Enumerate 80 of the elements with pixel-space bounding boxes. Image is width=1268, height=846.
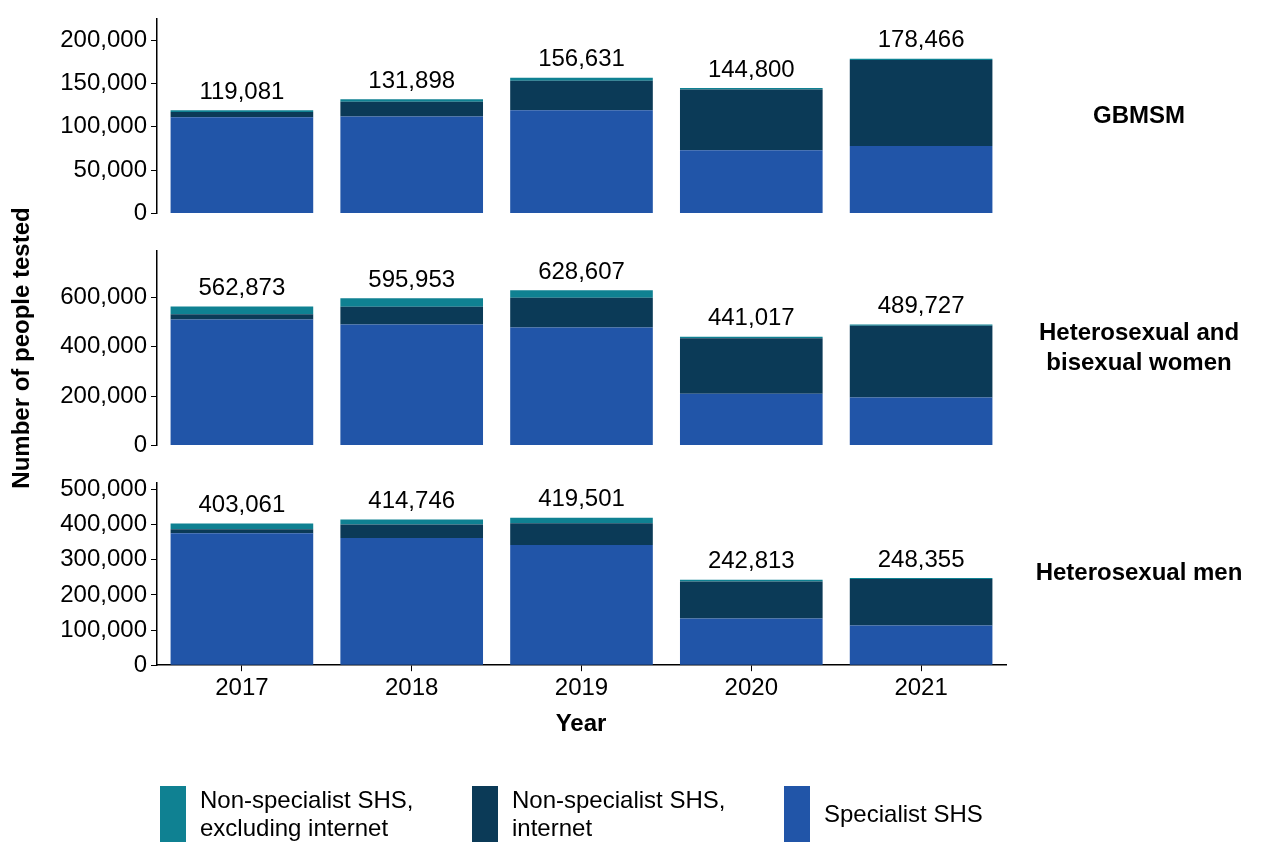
bar (170, 314, 314, 320)
total-label: 242,813 (707, 546, 795, 574)
bar (170, 306, 314, 315)
total-label: 414,746 (368, 486, 456, 514)
total-label: 119,081 (199, 76, 285, 104)
bar (170, 112, 314, 118)
total-label: 156,631 (538, 44, 625, 72)
y-tick-label: 400,000 (60, 331, 147, 359)
bar (510, 517, 653, 524)
y-tick-label: 100,000 (60, 111, 147, 139)
x-tick-label: 2020 (724, 673, 778, 701)
bar (679, 581, 823, 619)
x-tick-label: 2017 (215, 673, 269, 701)
total-label: 178,466 (877, 25, 965, 53)
y-tick-label: 0 (133, 198, 147, 226)
total-label: 131,898 (368, 65, 456, 93)
bar (849, 397, 993, 446)
bar (849, 325, 993, 398)
y-tick-label: 300,000 (60, 544, 147, 572)
legend-label: Non-specialist SHS, internet (512, 786, 727, 842)
bar (340, 99, 484, 102)
bar (340, 537, 484, 665)
bar (340, 101, 484, 117)
bar (340, 324, 484, 446)
y2-axis-title: Heterosexual and bisexual women (1038, 317, 1240, 375)
bar (340, 306, 484, 325)
legend-label: Specialist SHS (824, 800, 983, 828)
bar (849, 579, 993, 626)
y-axis-title: Number of people tested (6, 207, 35, 489)
y-tick-label: 0 (133, 430, 147, 458)
total-label: 419,501 (538, 484, 625, 512)
y-tick-label: 100,000 (60, 614, 147, 642)
total-label: 144,800 (707, 54, 795, 82)
bar (849, 145, 993, 214)
total-label: 248,355 (877, 544, 965, 572)
bar (340, 519, 484, 525)
y-tick-label: 50,000 (73, 154, 147, 182)
bar (510, 77, 653, 81)
bar (510, 544, 653, 665)
y2-axis-title: Heterosexual men (1035, 558, 1243, 586)
bar (510, 523, 653, 545)
bar (679, 89, 823, 151)
bar (340, 524, 484, 538)
bar (510, 110, 653, 214)
x-tick-label: 2021 (894, 673, 948, 701)
bar (340, 298, 484, 307)
legend-label: Non-specialist SHS, excluding internet (200, 786, 415, 842)
bar (170, 117, 314, 214)
x-tick-label: 2018 (385, 673, 439, 701)
total-label: 403,061 (198, 490, 286, 518)
total-label: 628,607 (538, 256, 625, 284)
y2-axis-title: GBMSM (1093, 100, 1185, 128)
y-tick-label: 200,000 (60, 380, 147, 408)
bar (510, 80, 653, 111)
bar (679, 150, 823, 214)
y-tick-label: 200,000 (60, 579, 147, 607)
y-tick-label: 150,000 (60, 68, 147, 96)
total-label: 441,017 (707, 303, 795, 331)
total-label: 562,873 (198, 273, 286, 301)
bar (170, 529, 314, 534)
bar (510, 327, 653, 446)
total-label: 595,953 (368, 264, 456, 292)
bar (170, 533, 314, 665)
y-tick-label: 200,000 (60, 24, 147, 52)
y-tick-label: 600,000 (60, 281, 147, 309)
bar (849, 60, 993, 146)
y-tick-label: 500,000 (60, 474, 147, 502)
bar (510, 297, 653, 328)
y-tick-label: 400,000 (60, 509, 147, 537)
total-label: 489,727 (877, 291, 965, 319)
bar (849, 625, 993, 665)
bar (170, 319, 314, 446)
bar (510, 290, 653, 298)
bar (679, 393, 823, 446)
bar (679, 338, 823, 394)
bar (340, 116, 484, 214)
bar (679, 618, 823, 665)
x-axis-title: Year (554, 709, 608, 738)
x-tick-label: 2019 (554, 673, 609, 701)
y-tick-label: 0 (133, 649, 147, 677)
